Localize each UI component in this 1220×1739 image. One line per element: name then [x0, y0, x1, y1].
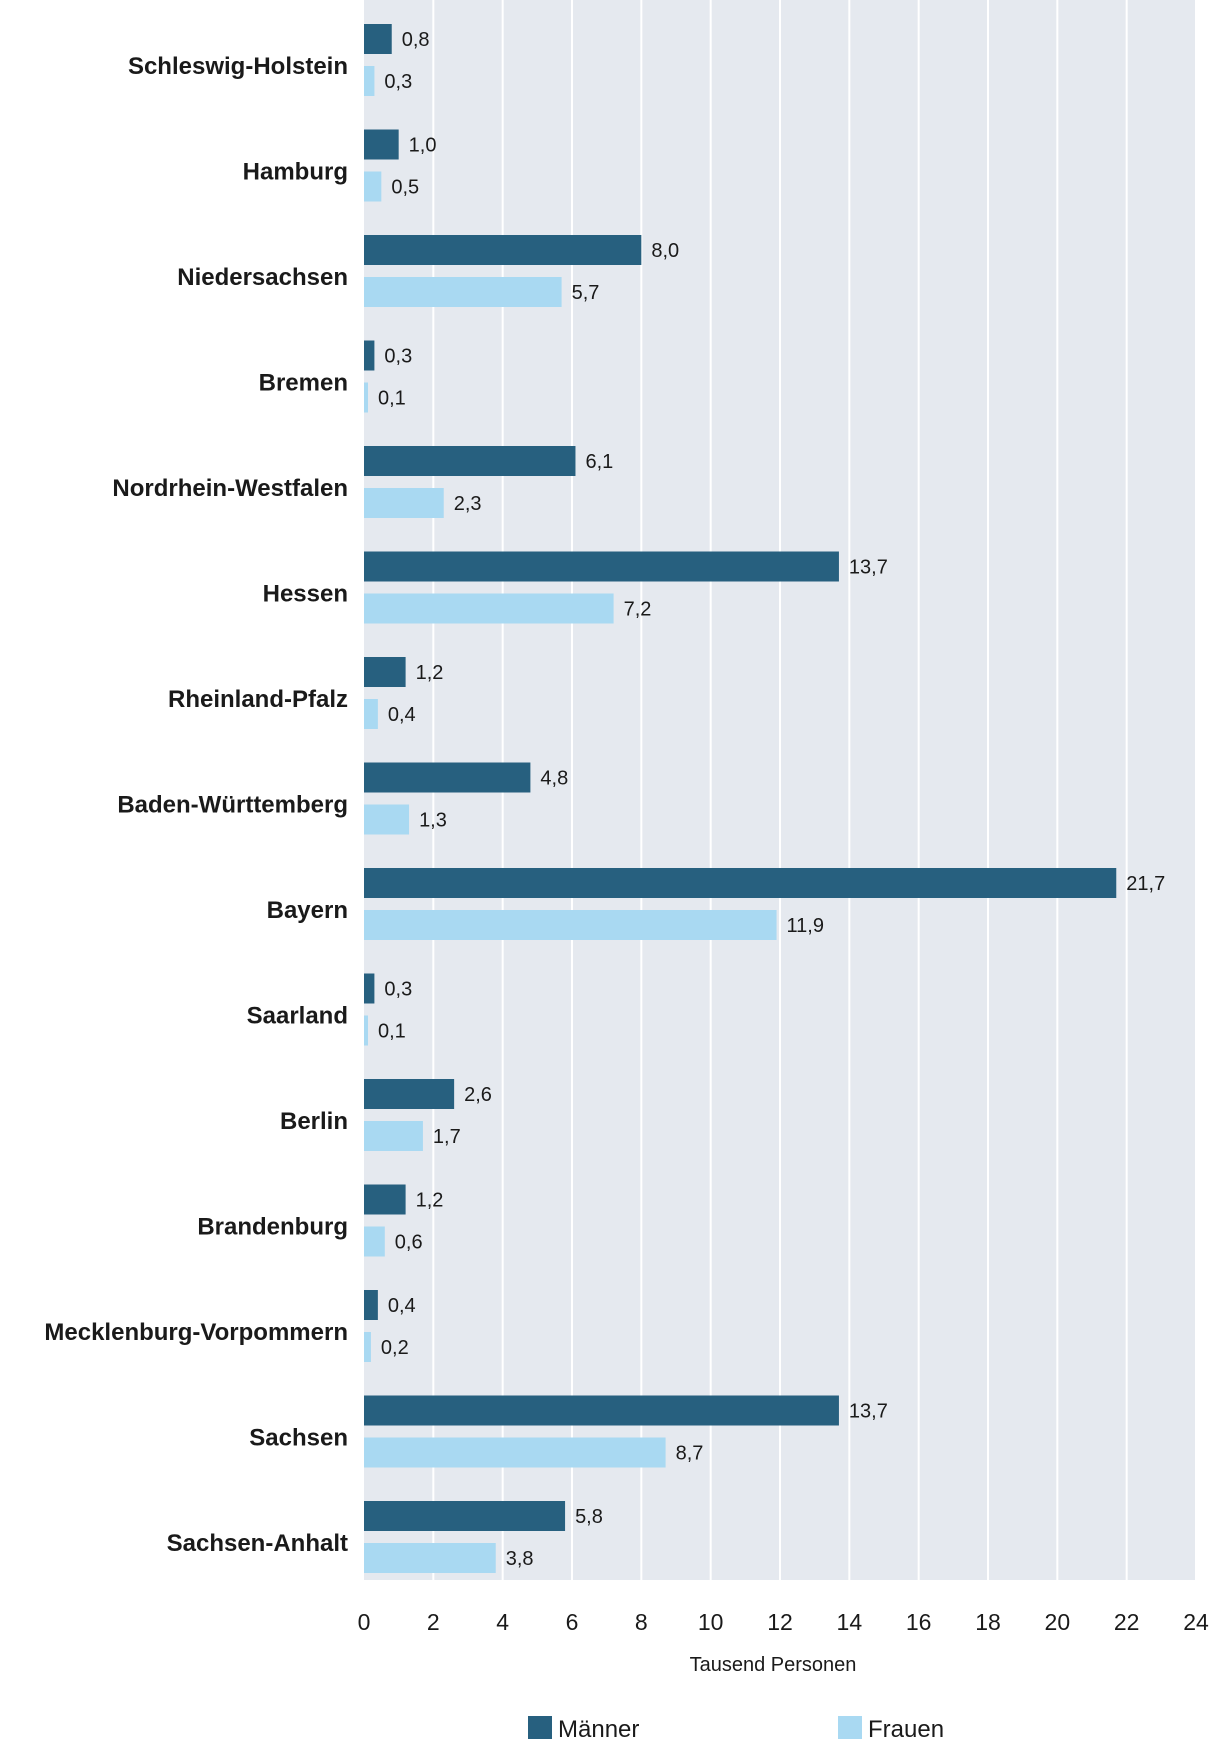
bar-frauen [364, 488, 444, 518]
bar-frauen [364, 1121, 423, 1151]
bar-maenner [364, 1501, 566, 1531]
data-label: 7,2 [624, 599, 652, 621]
data-label: 21,7 [1126, 873, 1165, 895]
category-label: Niedersachsen [177, 264, 348, 291]
legend-swatch-frauen [838, 1716, 862, 1739]
category-label: Mecklenburg-Vorpommern [44, 1319, 348, 1346]
bar-maenner [364, 551, 839, 582]
bar-frauen [364, 1015, 368, 1046]
data-label: 11,9 [787, 915, 824, 937]
category-label: Sachsen [249, 1425, 348, 1452]
legend: Männer Frauen [528, 1716, 944, 1739]
bar-maenner [364, 1395, 839, 1426]
data-label: 0,5 [391, 177, 419, 199]
data-label: 1,0 [409, 135, 437, 157]
bar-maenner [364, 1079, 455, 1109]
bar-maenner [364, 446, 576, 476]
category-label: Sachsen-Anhalt [167, 1530, 348, 1557]
data-label: 0,1 [378, 388, 406, 410]
x-tick-label: 22 [1114, 1609, 1140, 1635]
data-label: 0,1 [378, 1021, 406, 1043]
bar-maenner [364, 1290, 378, 1320]
data-label: 1,2 [416, 1190, 444, 1212]
category-label: Saarland [247, 1003, 348, 1030]
data-label: 0,3 [384, 71, 412, 93]
data-label: 2,6 [464, 1084, 492, 1106]
data-label: 1,7 [433, 1126, 461, 1148]
legend-swatch-maenner [528, 1716, 552, 1739]
category-label: Bremen [259, 370, 348, 397]
data-label: 8,7 [676, 1443, 704, 1465]
category-label: Nordrhein-Westfalen [112, 475, 348, 502]
data-label: 13,7 [849, 1401, 888, 1423]
bar-maenner [364, 657, 406, 687]
data-label: 0,2 [381, 1337, 409, 1359]
data-label: 0,3 [384, 979, 412, 1001]
bar-frauen [364, 66, 375, 96]
data-label: 3,8 [506, 1548, 534, 1570]
data-label: 0,3 [384, 346, 412, 368]
data-label: 4,8 [540, 768, 568, 790]
bar-frauen [364, 277, 562, 307]
legend-label-maenner: Männer [558, 1716, 639, 1739]
category-labels: Schleswig-Holstein Hamburg Niedersachsen Br… [44, 53, 348, 1557]
category-label: Brandenburg [197, 1214, 348, 1241]
x-tick-label: 6 [566, 1609, 579, 1635]
x-tick-label: 10 [698, 1609, 724, 1635]
data-label: 1,3 [419, 810, 447, 832]
bar-frauen [364, 699, 378, 729]
x-axis-title: Tausend Personen [690, 1654, 857, 1676]
bar-maenner [364, 1184, 406, 1215]
x-tick-label: 18 [975, 1609, 1001, 1635]
category-label: Hessen [263, 581, 348, 608]
bar-maenner [364, 24, 392, 54]
category-label: Berlin [280, 1108, 348, 1135]
category-label: Rheinland-Pfalz [168, 686, 348, 713]
data-label: 6,1 [585, 451, 613, 473]
data-label: 0,6 [395, 1232, 423, 1254]
bar-frauen [364, 382, 368, 413]
x-tick-label: 14 [837, 1609, 863, 1635]
category-label: Bayern [267, 897, 348, 924]
x-tick-label: 24 [1183, 1609, 1209, 1635]
data-label: 5,8 [575, 1506, 603, 1528]
data-label: 2,3 [454, 493, 482, 515]
legend-label-frauen: Frauen [868, 1716, 944, 1739]
bar-frauen [364, 804, 410, 835]
data-label: 0,8 [402, 29, 430, 51]
x-tick-label: 16 [906, 1609, 932, 1635]
bar-maenner [364, 973, 375, 1004]
bar-frauen [364, 1437, 666, 1468]
x-tick-label: 8 [635, 1609, 648, 1635]
data-label: 0,4 [388, 1295, 416, 1317]
x-tick-label: 12 [767, 1609, 793, 1635]
x-tick-label: 20 [1045, 1609, 1071, 1635]
x-tick-label: 4 [496, 1609, 509, 1635]
bar-frauen [364, 1332, 371, 1362]
data-label: 8,0 [651, 240, 679, 262]
data-label: 5,7 [572, 282, 600, 304]
x-axis-ticks: 0 2 4 6 8 10 12 14 16 18 20 22 24 [358, 1609, 1209, 1635]
bars: 0,8 0,3 1,0 0,5 8,0 5,7 0,3 0,1 6,1 2,3 13,7 7,2 1,2… [364, 24, 1165, 1573]
data-label: 1,2 [416, 662, 444, 684]
data-label: 13,7 [849, 557, 888, 579]
category-label: Schleswig-Holstein [128, 53, 348, 80]
category-label: Baden-Württemberg [117, 792, 348, 819]
bar-maenner [364, 235, 642, 265]
bar-maenner [364, 129, 399, 160]
bar-maenner [364, 762, 531, 793]
bar-frauen [364, 910, 777, 940]
data-label: 0,4 [388, 704, 416, 726]
bar-frauen [364, 1543, 496, 1573]
bar-maenner [364, 340, 375, 371]
bar-frauen [364, 593, 614, 624]
bar-frauen [364, 1226, 385, 1257]
x-tick-label: 2 [427, 1609, 440, 1635]
bar-frauen [364, 171, 382, 202]
bar-maenner [364, 868, 1117, 898]
category-label: Hamburg [243, 159, 348, 186]
x-tick-label: 0 [358, 1609, 371, 1635]
